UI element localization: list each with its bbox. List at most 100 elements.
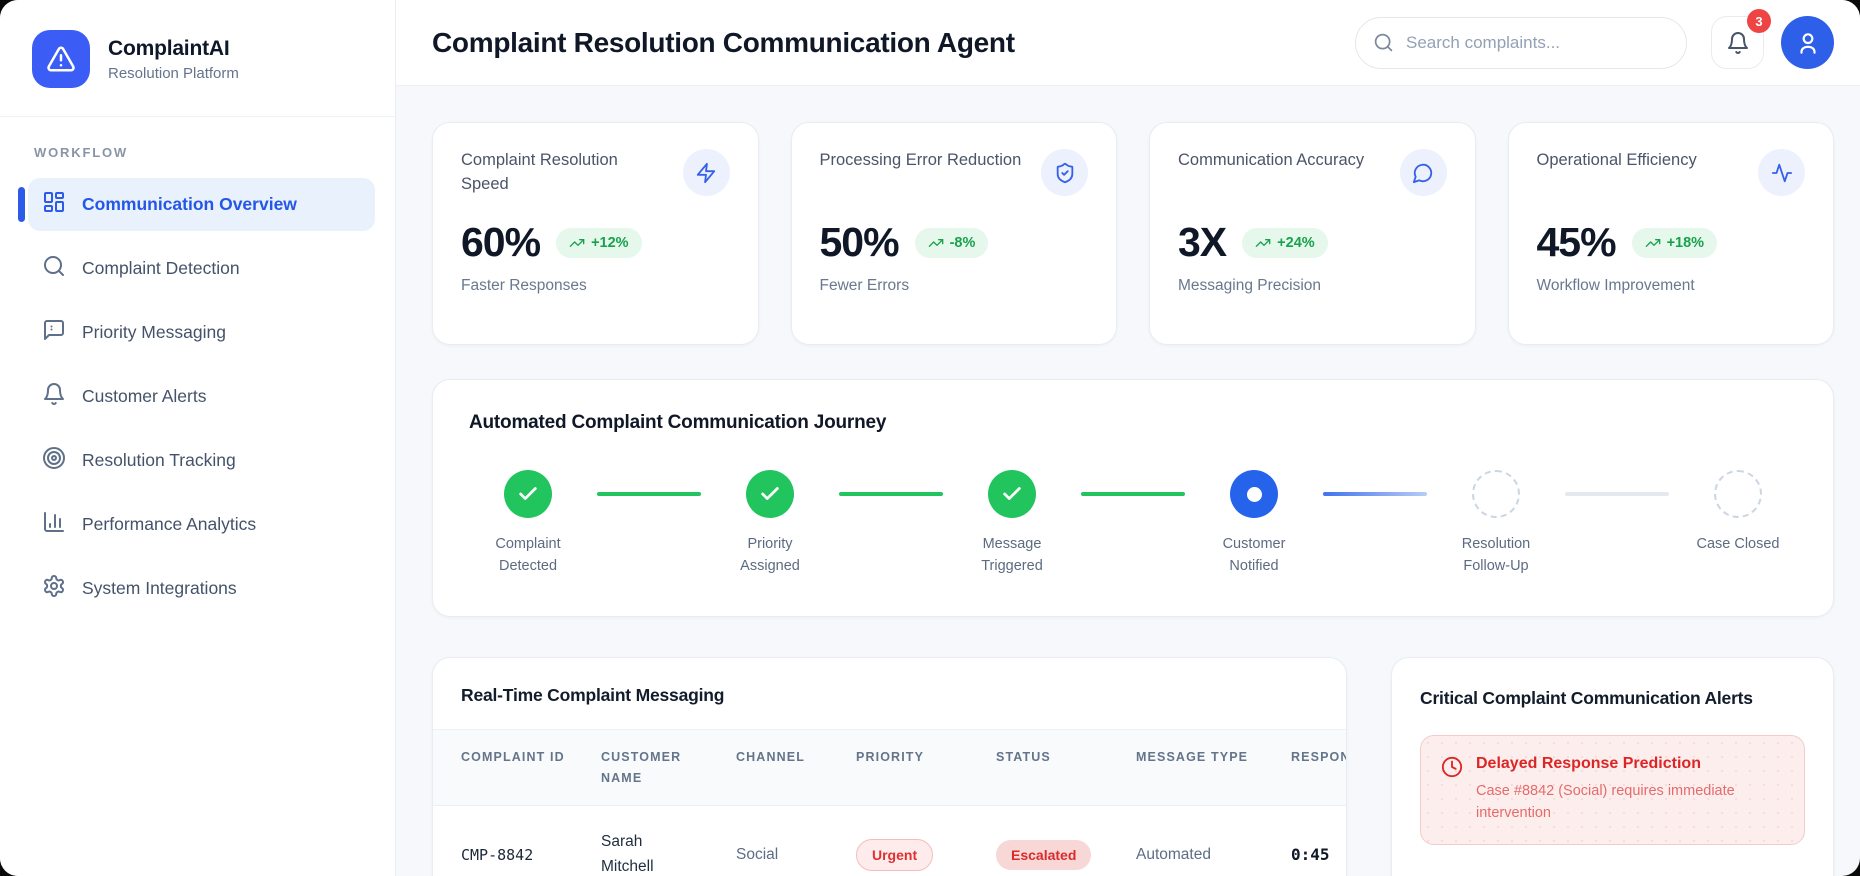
priority-badge: Urgent	[856, 838, 934, 871]
step-label: Message Triggered	[981, 536, 1043, 575]
step-customer-notified: Customer Notified	[1195, 470, 1313, 578]
alert-description: Case #8842 (Social) requires immediate i…	[1476, 782, 1735, 822]
stat-card-resolution-speed: Complaint Resolution Speed 60% +12% Fast…	[432, 122, 759, 345]
brand-text: ComplaintAI Resolution Platform	[108, 37, 239, 82]
user-avatar[interactable]	[1781, 16, 1834, 69]
alerts-title: Critical Complaint Communication Alerts	[1420, 687, 1753, 708]
step-priority-assigned: Priority Assigned	[711, 470, 829, 578]
step-connector	[1323, 492, 1427, 496]
sidebar: ComplaintAI Resolution Platform WORKFLOW…	[0, 0, 396, 876]
sidebar-item-customer-alerts[interactable]: Customer Alerts	[28, 370, 375, 423]
step-connector	[1565, 492, 1669, 496]
notification-badge: 3	[1747, 9, 1771, 33]
main-area: Complaint Resolution Communication Agent…	[396, 0, 1860, 876]
bell-icon	[42, 382, 66, 411]
trending-up-icon	[1255, 238, 1271, 247]
step-connector	[839, 492, 943, 496]
content: Complaint Resolution Speed 60% +12% Fast…	[396, 86, 1860, 876]
stat-title: Communication Accuracy	[1178, 151, 1365, 169]
sidebar-item-communication-overview[interactable]: Communication Overview	[18, 178, 375, 231]
message-circle-icon	[1399, 149, 1447, 196]
sidebar-item-label: Priority Messaging	[82, 322, 226, 342]
stat-subtitle: Workflow Improvement	[1536, 277, 1695, 294]
trending-up-icon	[1645, 238, 1660, 247]
table-row[interactable]: CMP-8842 Sarah Mitchell Social Urgent Es…	[433, 806, 1346, 876]
stat-card-error-reduction: Processing Error Reduction 50% -8% Fewer…	[790, 122, 1117, 345]
table-header-row: Complaint ID Customer Name Channel Prior…	[433, 728, 1346, 807]
channel-cell: Social	[736, 845, 779, 863]
target-icon	[42, 446, 66, 475]
stat-subtitle: Messaging Precision	[1178, 277, 1322, 294]
response-sla-cell: 0:45	[1291, 845, 1330, 865]
sidebar-item-label: System Integrations	[82, 578, 237, 598]
status-badge: Escalated	[996, 839, 1092, 870]
journey-title: Automated Complaint Communication Journe…	[469, 412, 887, 433]
check-circle-icon	[504, 470, 552, 518]
search-input[interactable]	[1355, 16, 1687, 69]
sidebar-nav: WORKFLOW Communication Overview Complain…	[0, 117, 395, 626]
pending-step-icon	[1472, 470, 1520, 518]
stat-title: Complaint Resolution Speed	[461, 151, 618, 193]
activity-icon	[1758, 149, 1805, 196]
sidebar-item-label: Customer Alerts	[82, 386, 207, 406]
search-icon	[1374, 33, 1393, 51]
trend-badge: +24%	[1242, 227, 1328, 258]
user-icon	[1799, 32, 1816, 54]
stats-row: Complaint Resolution Speed 60% +12% Fast…	[432, 122, 1834, 345]
stat-value: 60%	[461, 219, 541, 265]
trend-badge: +12%	[556, 227, 642, 258]
stat-value: 50%	[819, 219, 900, 265]
gear-icon	[42, 574, 66, 603]
table-title: Real-Time Complaint Messaging	[461, 684, 725, 705]
brand: ComplaintAI Resolution Platform	[0, 0, 395, 117]
bottom-row: Real-Time Complaint Messaging Complaint …	[432, 656, 1834, 876]
dashboard-grid-icon	[42, 190, 66, 219]
sidebar-item-label: Communication Overview	[82, 194, 297, 214]
step-message-triggered: Message Triggered	[953, 470, 1071, 578]
check-circle-icon	[988, 470, 1036, 518]
stat-value: 45%	[1536, 219, 1617, 265]
sidebar-item-system-integrations[interactable]: System Integrations	[28, 562, 375, 615]
current-step-icon	[1230, 470, 1278, 518]
status-cell: Escalated	[996, 839, 1136, 870]
shield-check-icon	[1041, 149, 1088, 196]
bell-icon	[1727, 31, 1748, 54]
search-icon	[42, 254, 66, 283]
journey-card: Automated Complaint Communication Journe…	[432, 379, 1834, 617]
trending-up-icon	[928, 238, 943, 247]
column-header: Priority	[856, 749, 925, 764]
zap-icon	[682, 149, 730, 196]
column-header: Response SLA	[1291, 749, 1346, 764]
column-header: Channel	[736, 749, 805, 764]
stat-card-communication-accuracy: Communication Accuracy 3X +24% Messaging…	[1149, 122, 1476, 345]
alert-content: Delayed Response Prediction Case #8842 (…	[1476, 755, 1784, 825]
message-square-icon	[42, 318, 66, 347]
stat-subtitle: Fewer Errors	[819, 277, 910, 294]
critical-alerts-card: Critical Complaint Communication Alerts …	[1391, 656, 1834, 876]
sidebar-item-complaint-detection[interactable]: Complaint Detection	[28, 242, 375, 295]
sidebar-item-performance-analytics[interactable]: Performance Analytics	[28, 498, 375, 551]
complaint-id-cell: CMP-8842	[461, 845, 534, 864]
sidebar-item-label: Performance Analytics	[82, 514, 257, 534]
alert-delayed-response: Delayed Response Prediction Case #8842 (…	[1420, 734, 1805, 845]
step-label: Complaint Detected	[495, 536, 561, 575]
brand-name: ComplaintAI	[108, 36, 230, 60]
sidebar-item-resolution-tracking[interactable]: Resolution Tracking	[28, 434, 375, 487]
step-connector	[597, 492, 701, 496]
trend-badge: +18%	[1631, 227, 1718, 258]
stat-title: Operational Efficiency	[1536, 151, 1697, 169]
alert-triangle-logo-icon	[32, 30, 90, 88]
notifications-button[interactable]: 3	[1711, 9, 1771, 69]
brand-tagline: Resolution Platform	[108, 64, 239, 82]
alert-title: Delayed Response Prediction	[1476, 754, 1701, 772]
topbar: Complaint Resolution Communication Agent…	[396, 0, 1860, 86]
stat-subtitle: Faster Responses	[461, 277, 587, 294]
sidebar-item-priority-messaging[interactable]: Priority Messaging	[28, 306, 375, 359]
priority-cell: Urgent	[856, 838, 996, 871]
message-type-cell: Automated	[1136, 845, 1211, 863]
complaints-table: Complaint ID Customer Name Channel Prior…	[433, 728, 1346, 876]
check-circle-icon	[746, 470, 794, 518]
stat-value: 3X	[1178, 219, 1227, 265]
stat-card-operational-efficiency: Operational Efficiency 45% +18% Workflow…	[1507, 122, 1834, 345]
column-header: Message Type	[1136, 749, 1249, 764]
